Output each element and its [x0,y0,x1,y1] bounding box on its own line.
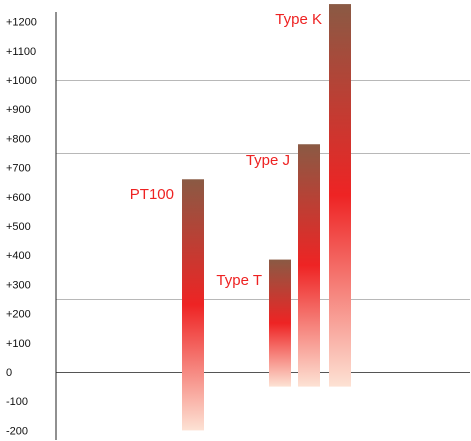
bar-label-type-j: Type J [246,152,290,169]
y-tick-label: +900 [6,104,31,116]
y-tick-label: -100 [6,396,28,408]
bar-label-type-k: Type K [275,11,322,28]
bar-labels: PT100 Type T Type J Type K [130,11,322,289]
bar-label-type-t: Type T [216,272,262,289]
y-tick-label: +200 [6,309,31,321]
y-tick-label: +500 [6,221,31,233]
y-tick-label: +800 [6,133,31,145]
y-tick-label: -200 [6,425,28,437]
y-tick-label: +1100 [6,46,36,58]
y-tick-label: +1000 [6,75,37,87]
y-tick-label: +1200 [6,17,37,29]
bar-pt100 [182,179,204,431]
gridlines [56,80,470,373]
y-tick-labels: +1200+1100+1000+900+800+700+600+500+400+… [6,17,37,438]
y-tick-label: +600 [6,192,31,204]
bar-label-pt100: PT100 [130,186,174,203]
y-tick-label: +300 [6,279,31,291]
y-tick-label: +700 [6,163,31,175]
bar-type-j [298,144,320,387]
bar-type-t [269,259,291,387]
range-bars [182,4,351,431]
y-tick-label: 0 [6,367,12,379]
y-tick-label: +100 [6,338,31,350]
y-tick-label: +400 [6,250,31,262]
bar-type-k [329,4,351,387]
